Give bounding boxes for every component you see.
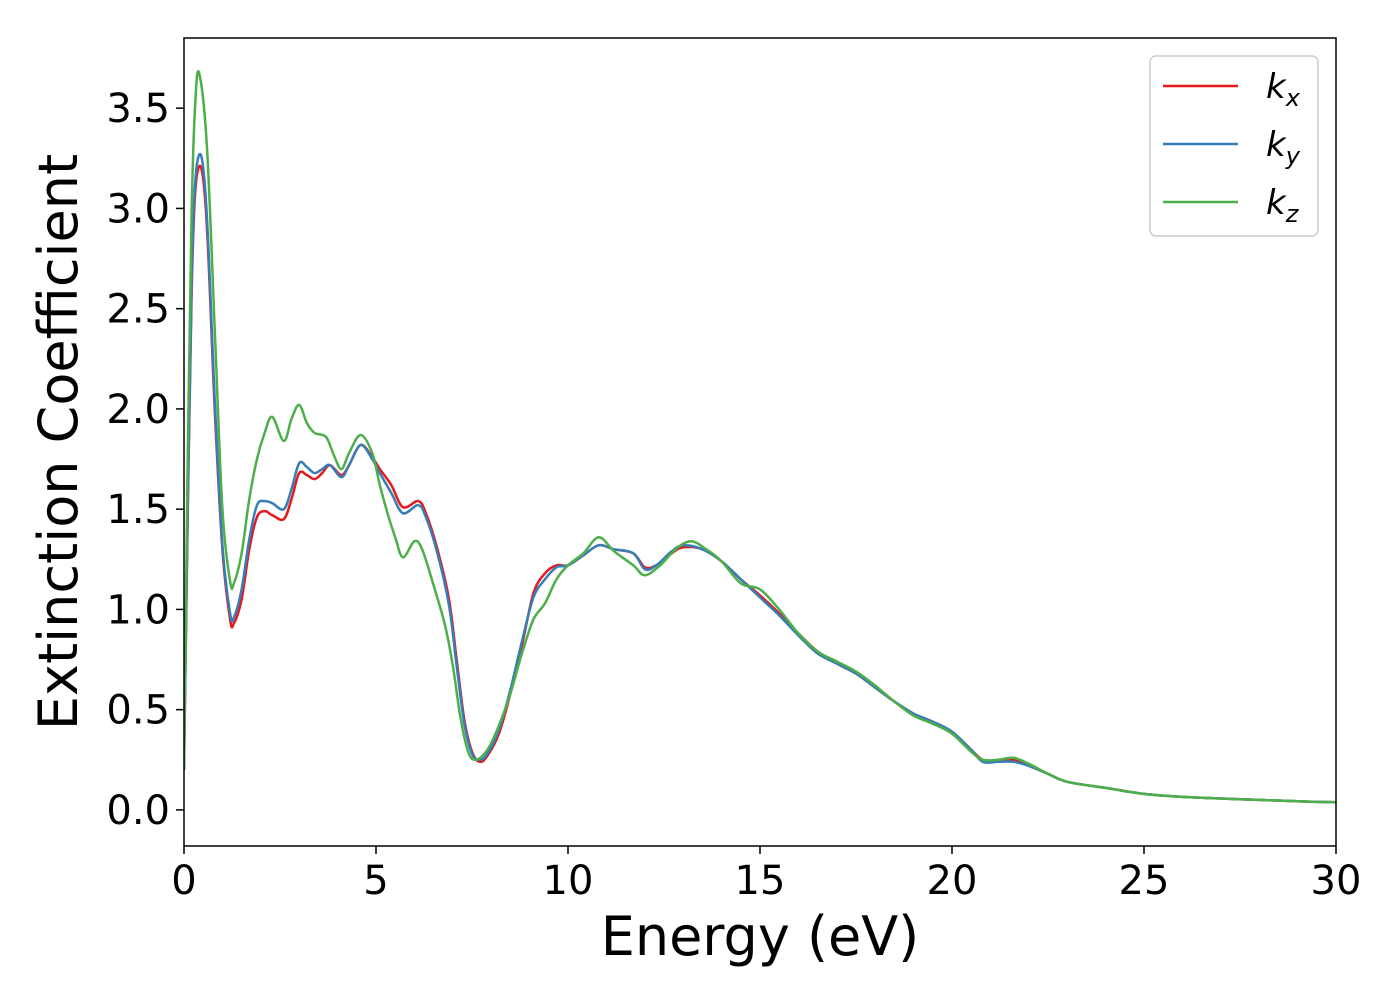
- x-tick-label: 0: [171, 858, 196, 904]
- series-group: [184, 69, 1336, 804]
- legend-label-kz: kz: [1266, 183, 1300, 228]
- y-tick-label: 3.0: [106, 186, 170, 232]
- legend-label-kx: kx: [1266, 67, 1301, 112]
- series-line-ky: [184, 152, 1336, 804]
- series-line-kx: [184, 164, 1336, 804]
- y-tick-label: 0.0: [106, 788, 170, 834]
- x-tick-label: 25: [1119, 858, 1170, 904]
- x-tick-label: 10: [543, 858, 594, 904]
- legend-box: [1149, 55, 1319, 237]
- y-tick-label: 3.5: [106, 86, 170, 132]
- legend-label-ky: ky: [1266, 125, 1301, 170]
- y-axis-title: Extinction Coefficient: [27, 154, 90, 730]
- x-tick-label: 5: [363, 858, 388, 904]
- y-tick-label: 1.5: [106, 487, 170, 533]
- y-tick-label: 0.5: [106, 688, 170, 734]
- x-tick-label: 15: [735, 858, 786, 904]
- series-line-kz: [184, 69, 1336, 804]
- x-axis: 0 5 10 15 20 25 30: [171, 846, 1361, 904]
- legend: kx ky kz: [1149, 55, 1319, 237]
- y-tick-label: 2.0: [106, 387, 170, 433]
- y-tick-label: 1.0: [106, 587, 170, 633]
- x-tick-label: 30: [1311, 858, 1362, 904]
- x-tick-label: 20: [927, 858, 978, 904]
- x-axis-title: Energy (eV): [601, 905, 920, 968]
- y-tick-label: 2.5: [106, 287, 170, 333]
- y-axis: 0.0 0.5 1.0 1.5 2.0 2.5 3.0 3.5: [106, 86, 184, 834]
